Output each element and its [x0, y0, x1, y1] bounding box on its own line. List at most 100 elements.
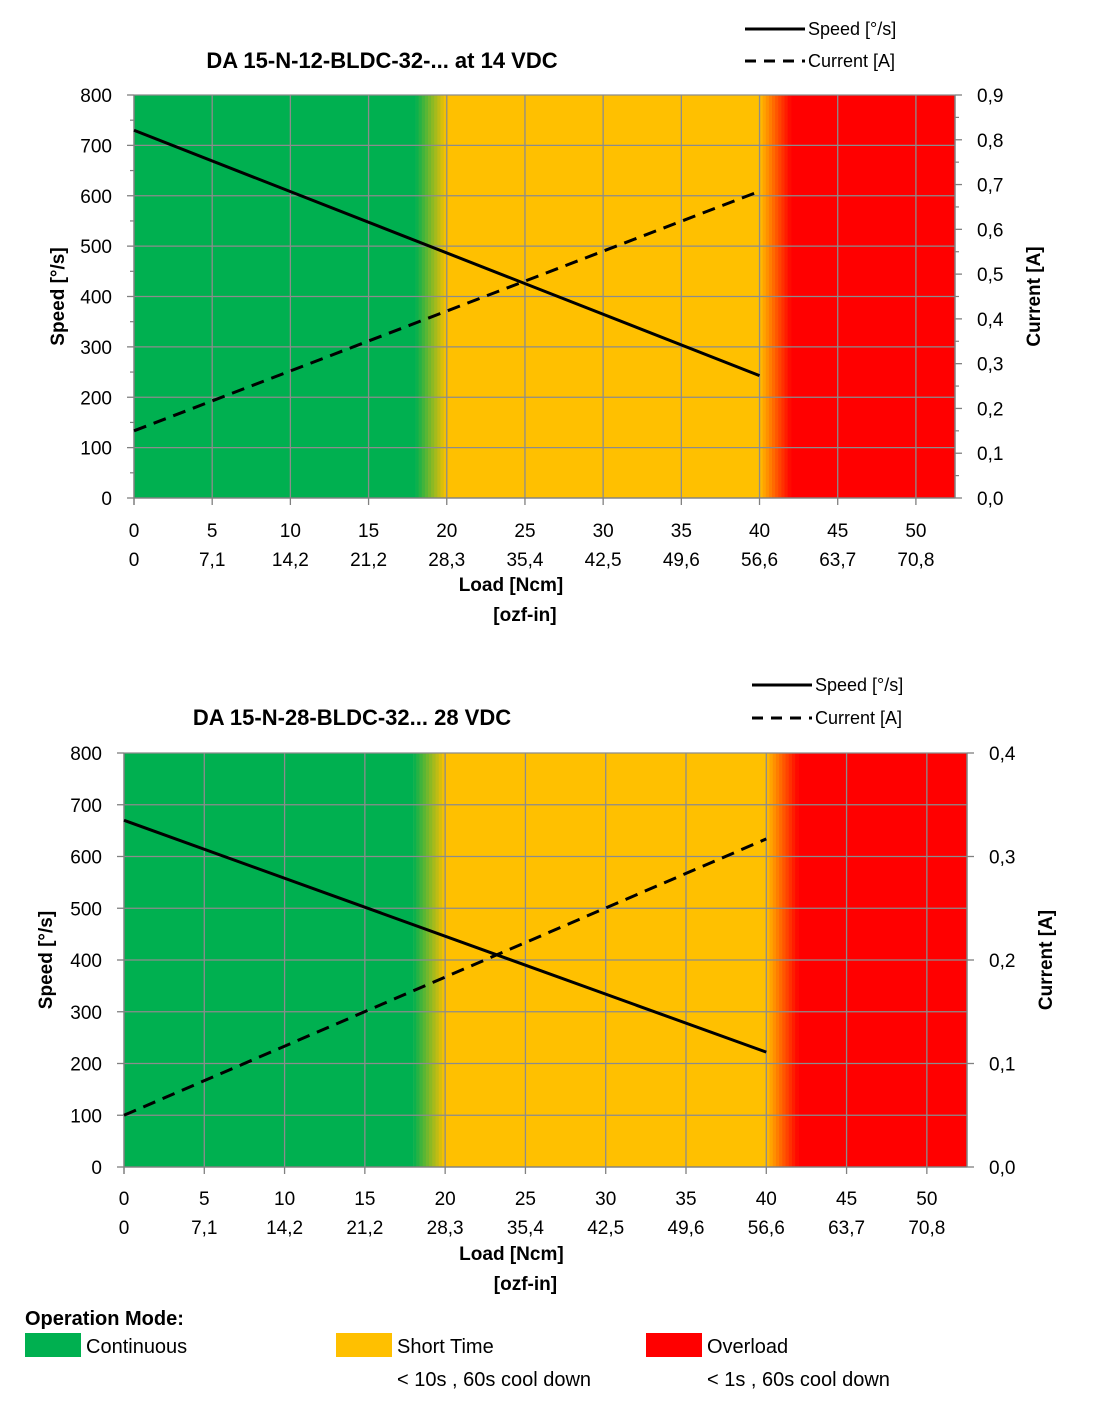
chart-title: DA 15-N-12-BLDC-32-... at 14 VDC	[206, 48, 557, 73]
y-axis-label: Speed [°/s]	[36, 911, 57, 1009]
x-tick-label: 50	[905, 521, 926, 542]
grid	[133, 94, 956, 499]
legend-current-label: Current [A]	[815, 708, 902, 728]
x2-tick-label: 7,1	[191, 1218, 217, 1239]
y2-tick-label: 0,1	[989, 1055, 1015, 1076]
x-tick-label: 25	[514, 521, 535, 542]
y-tick-label: 700	[70, 796, 102, 817]
y2-tick-label: 0,6	[977, 220, 1003, 241]
axes	[117, 752, 974, 1174]
y-tick-label: 500	[70, 899, 102, 920]
y2-tick-label: 0,9	[977, 86, 1003, 107]
y-tick-label: 200	[70, 1055, 102, 1076]
speed-series-line	[123, 818, 767, 1054]
operation-mode-legend: Operation Mode: Continuous Short Time < …	[0, 1305, 1106, 1428]
x-tick-label: 0	[119, 1189, 130, 1210]
overload-label: Overload	[707, 1336, 789, 1358]
y-tick-label: 800	[80, 86, 112, 107]
legend: Speed [°/s] Current [A]	[745, 19, 896, 71]
y2-tick-label: 0,4	[989, 744, 1016, 765]
legend: Speed [°/s] Current [A]	[752, 675, 903, 728]
x-tick-label: 10	[274, 1189, 295, 1210]
y-tick-label: 0	[101, 489, 112, 510]
y-tick-label: 800	[70, 744, 102, 765]
series	[133, 128, 761, 433]
legend-speed-label: Speed [°/s]	[815, 675, 903, 695]
x2-tick-label: 42,5	[587, 1218, 624, 1239]
chart-14vdc: 01002003004005006007008000,00,10,20,30,4…	[48, 19, 1045, 626]
y-tick-label: 100	[80, 439, 112, 460]
x-tick-label: 0	[129, 521, 140, 542]
x2-tick-label: 14,2	[266, 1218, 303, 1239]
y2-tick-label: 0,2	[977, 399, 1003, 420]
y-tick-label: 500	[80, 237, 112, 258]
y2-tick-label: 0,3	[977, 355, 1003, 376]
y-tick-label: 600	[80, 187, 112, 208]
y2-tick-label: 0,3	[989, 848, 1015, 869]
series	[123, 818, 767, 1117]
current-series-line	[123, 837, 767, 1117]
x-tick-label: 45	[836, 1189, 857, 1210]
x2-tick-label: 56,6	[748, 1218, 785, 1239]
overload-desc: < 1s , 60s cool down	[707, 1369, 890, 1391]
axes	[127, 94, 962, 505]
operation-mode-heading: Operation Mode:	[25, 1308, 184, 1330]
x-tick-label: 15	[358, 521, 379, 542]
y-tick-label: 400	[80, 288, 112, 309]
x2-tick-label: 49,6	[668, 1218, 705, 1239]
y-tick-label: 100	[70, 1106, 102, 1127]
x-axis-label: Load [Ncm]	[459, 575, 564, 596]
chart-title: DA 15-N-28-BLDC-32... 28 VDC	[193, 705, 511, 730]
y2-axis-label: Current [A]	[1024, 246, 1045, 346]
x2-tick-label: 35,4	[507, 1218, 544, 1239]
y-tick-label: 300	[70, 1003, 102, 1024]
x-tick-label: 45	[827, 521, 848, 542]
continuous-swatch	[25, 1333, 81, 1357]
short-time-swatch	[336, 1333, 392, 1357]
x2-tick-label: 0	[119, 1218, 130, 1239]
x-tick-label: 25	[515, 1189, 536, 1210]
y-tick-label: 0	[91, 1158, 102, 1179]
y2-tick-label: 0,7	[977, 176, 1003, 197]
y-axis-label: Speed [°/s]	[48, 247, 69, 345]
y2-tick-label: 0,8	[977, 131, 1003, 152]
x2-tick-label: 49,6	[663, 550, 700, 571]
x-tick-label: 20	[435, 1189, 456, 1210]
x2-tick-label: 63,7	[828, 1218, 865, 1239]
y-tick-label: 200	[80, 388, 112, 409]
current-series-line	[133, 189, 761, 433]
x2-tick-label: 0	[129, 550, 140, 571]
speed-series-line	[133, 128, 761, 377]
x2-axis-label: [ozf-in]	[493, 605, 556, 626]
x2-tick-label: 70,8	[908, 1218, 945, 1239]
x-tick-label: 35	[671, 521, 692, 542]
x2-tick-label: 21,2	[350, 550, 387, 571]
short-time-desc: < 10s , 60s cool down	[397, 1369, 592, 1391]
x-tick-label: 50	[916, 1189, 937, 1210]
short-time-label: Short Time	[397, 1336, 494, 1358]
legend-current-label: Current [A]	[808, 51, 895, 71]
x-tick-label: 5	[199, 1189, 210, 1210]
y-tick-label: 600	[70, 848, 102, 869]
y2-tick-label: 0,1	[977, 444, 1003, 465]
x-tick-label: 35	[675, 1189, 696, 1210]
y2-tick-label: 0,5	[977, 265, 1003, 286]
y-tick-label: 400	[70, 951, 102, 972]
legend-speed-label: Speed [°/s]	[808, 19, 896, 39]
x2-axis-label: [ozf-in]	[494, 1274, 557, 1295]
x2-tick-label: 70,8	[897, 550, 934, 571]
overload-swatch	[646, 1333, 702, 1357]
y2-axis-label: Current [A]	[1036, 910, 1057, 1010]
y2-tick-label: 0,0	[989, 1158, 1015, 1179]
chart-28vdc: 01002003004005006007008000,00,10,20,30,4…	[36, 675, 1057, 1295]
x2-tick-label: 21,2	[346, 1218, 383, 1239]
x2-tick-label: 42,5	[585, 550, 622, 571]
x2-tick-label: 28,3	[428, 550, 465, 571]
x-tick-label: 30	[593, 521, 614, 542]
x-tick-label: 10	[280, 521, 301, 542]
x-axis-label: Load [Ncm]	[459, 1244, 564, 1265]
x2-tick-label: 7,1	[199, 550, 225, 571]
x2-tick-label: 14,2	[272, 550, 309, 571]
x-tick-label: 30	[595, 1189, 616, 1210]
y2-tick-label: 0,2	[989, 951, 1015, 972]
